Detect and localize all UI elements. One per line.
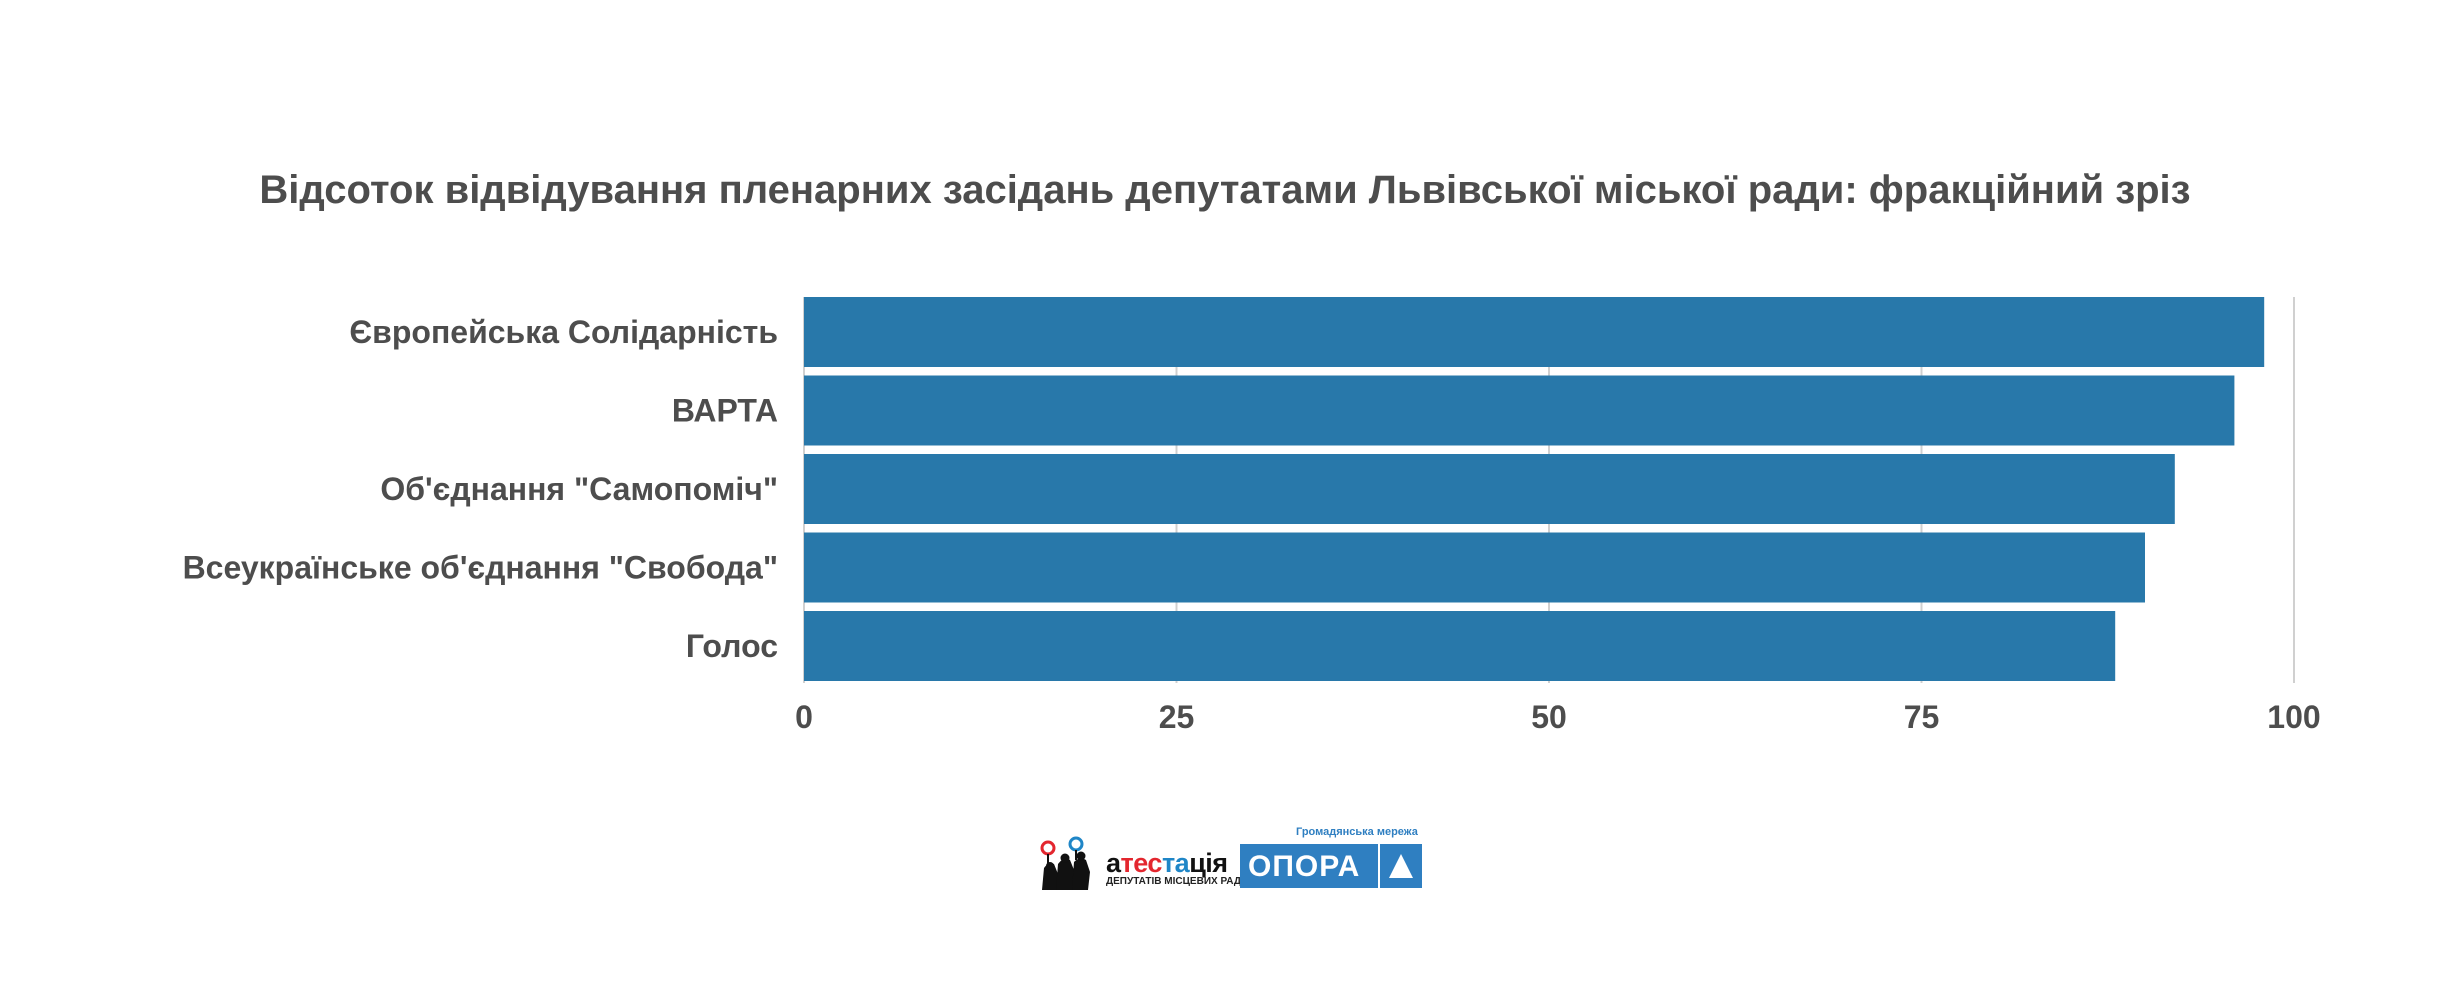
category-label: Всеукраїнське об'єднання "Свобода" <box>183 550 778 586</box>
chart-title: Відсоток відвідування пленарних засідань… <box>259 168 2191 212</box>
bar <box>804 375 2235 446</box>
bars <box>804 297 2265 681</box>
bar <box>804 297 2265 367</box>
bar <box>804 532 2145 603</box>
category-label: ВАРТА <box>672 393 778 429</box>
bar <box>804 611 2116 681</box>
x-tick-label: 75 <box>1904 699 1940 735</box>
opora-wordmark: ОПОРА <box>1248 850 1361 883</box>
atestatsiya-figures-icon <box>1040 836 1090 890</box>
opora-logo: Громадянська мережа ОПОРА <box>1240 826 1422 890</box>
category-label: Європейська Солідарність <box>349 314 778 350</box>
x-tick-label: 0 <box>795 699 813 735</box>
logos: атестація ДЕПУТАТІВ МІСЦЕВИХ РАД Громадя… <box>1040 826 1422 890</box>
category-labels: Європейська Солідарність ВАРТА Об'єднання … <box>183 314 778 664</box>
opora-box: ОПОРА <box>1240 844 1378 888</box>
x-axis-tick-labels: 0 25 50 75 100 <box>795 699 2321 735</box>
atestatsiya-logo: атестація ДЕПУТАТІВ МІСЦЕВИХ РАД <box>1040 834 1241 890</box>
bar <box>804 454 2175 524</box>
opora-triangle-icon <box>1380 844 1422 888</box>
opora-tagline: Громадянська мережа <box>1296 826 1418 838</box>
category-label: Об'єднання "Самопоміч" <box>380 471 778 507</box>
x-tick-label: 100 <box>2267 699 2320 735</box>
atestatsiya-subtitle: ДЕПУТАТІВ МІСЦЕВИХ РАД <box>1106 876 1241 887</box>
x-tick-label: 50 <box>1531 699 1567 735</box>
x-tick-label: 25 <box>1159 699 1195 735</box>
category-label: Голос <box>686 628 778 664</box>
atestatsiya-wordmark: атестація <box>1106 848 1228 878</box>
